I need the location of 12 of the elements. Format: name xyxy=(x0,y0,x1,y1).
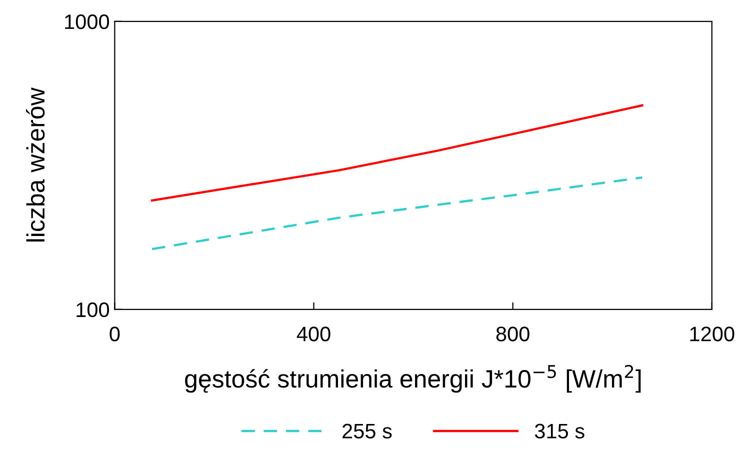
x-tick-label: 0 xyxy=(110,326,120,342)
line-series xyxy=(150,176,644,250)
y-axis-title: liczba wżerów xyxy=(26,88,45,242)
legend-label: 255 s xyxy=(342,424,392,438)
y-tick-label: 100 xyxy=(76,302,110,318)
x-tick-label: 400 xyxy=(296,326,330,342)
x-tick-label: 800 xyxy=(496,326,530,342)
line-series xyxy=(150,104,644,202)
x-axis-title: gęstość strumienia energii J*10$^{−5}$ [W/m$^{2}$] xyxy=(185,364,641,393)
y-tick-label: 1000 xyxy=(65,14,110,30)
x-tick-label: 1200 xyxy=(690,326,734,342)
legend-label: 315 s xyxy=(534,424,584,438)
